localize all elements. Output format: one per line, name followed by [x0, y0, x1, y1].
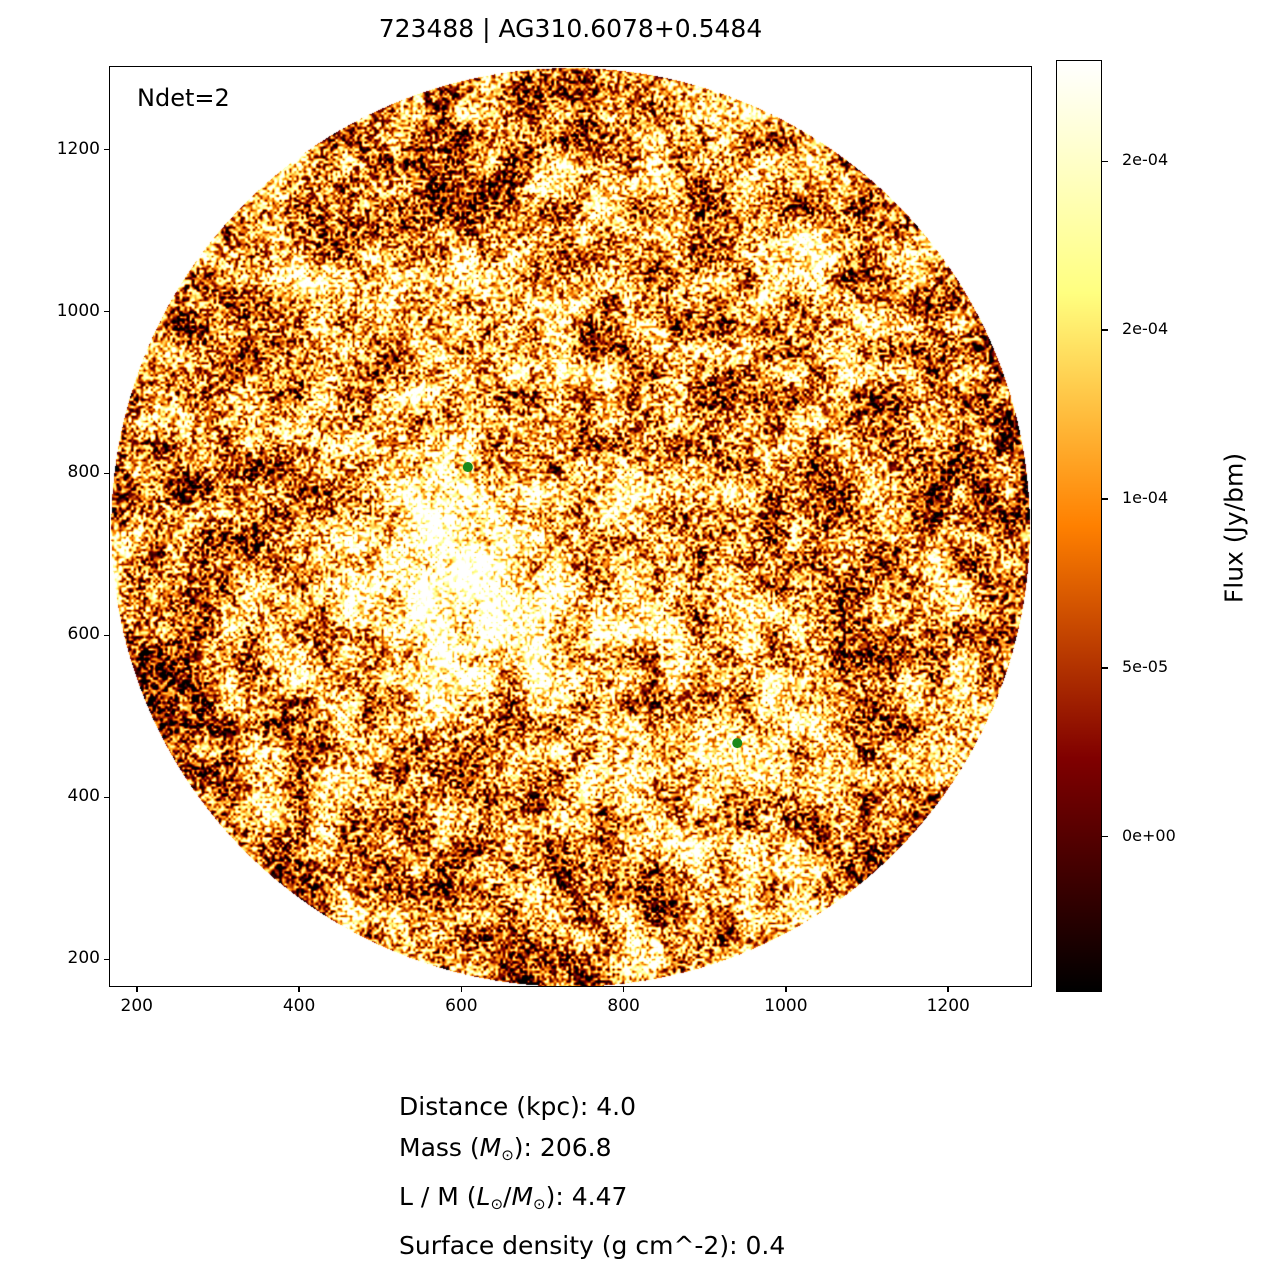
detection-marker	[732, 738, 743, 749]
x-tick	[947, 986, 949, 992]
colorbar-label: Flux (Jy/bm)	[1219, 452, 1249, 604]
colorbar-tick-label: 5e-05	[1122, 656, 1169, 676]
y-tick	[104, 310, 110, 313]
x-tick-label: 800	[607, 996, 640, 1016]
y-tick	[104, 634, 110, 637]
x-tick-label: 400	[282, 996, 316, 1016]
y-tick-label: 600	[67, 624, 100, 645]
x-tick-label: 200	[120, 996, 153, 1016]
colorbar-tick-label: 2e-04	[1122, 150, 1169, 170]
sun-symbol: ⊙	[501, 1146, 514, 1164]
colorbar-tick	[1102, 667, 1108, 669]
colorbar	[1056, 60, 1102, 992]
y-tick	[104, 796, 110, 799]
x-tick-label: 1000	[764, 996, 808, 1016]
y-tick-label: 400	[67, 786, 100, 807]
y-tick-label: 800	[67, 462, 100, 483]
colorbar-tick	[1102, 498, 1108, 500]
x-tick	[622, 986, 625, 992]
x-tick	[785, 986, 787, 992]
distance-line: Distance (kpc): 4.0	[399, 1092, 636, 1121]
lm-line: L / M (L⊙/M⊙): 4.47	[399, 1176, 785, 1225]
lum-symbol: L	[476, 1182, 491, 1211]
mass-symbol: M	[479, 1133, 502, 1162]
mass-symbol: M	[511, 1182, 534, 1211]
colorbar-tick	[1102, 329, 1108, 331]
y-tick-label: 200	[67, 948, 100, 969]
y-tick	[104, 958, 110, 961]
y-tick-label: 1000	[56, 300, 100, 321]
mass-value: ): 206.8	[513, 1133, 612, 1162]
detection-marker	[462, 461, 473, 472]
chart-title: 723488 | AG310.6078+0.5484	[378, 14, 763, 43]
lm-value: ): 4.47	[545, 1182, 628, 1211]
detections-layer	[462, 461, 743, 749]
x-tick	[298, 986, 300, 992]
colorbar-tick	[1102, 160, 1108, 163]
sun-symbol: ⊙	[490, 1195, 504, 1213]
sun-symbol: ⊙	[533, 1195, 546, 1213]
mass-prefix: Mass (	[399, 1133, 480, 1162]
ndet-annotation: Ndet=2	[137, 84, 230, 112]
info-text: Distance (kpc): 4.0 Mass (M⊙): 206.8 L /…	[399, 1086, 785, 1266]
lm-prefix: L / M (	[399, 1182, 477, 1211]
image-axes	[110, 67, 1031, 986]
colorbar-tick-label: 2e-04	[1122, 319, 1169, 339]
x-tick-label: 1200	[926, 996, 970, 1016]
y-tick	[104, 472, 110, 475]
colorbar-tick	[1102, 835, 1108, 838]
mass-line: Mass (M⊙): 206.8	[399, 1127, 785, 1176]
lm-separator: /	[503, 1182, 512, 1211]
y-tick	[104, 148, 110, 151]
x-tick-label: 600	[445, 996, 478, 1016]
colorbar-tick-label: 0e+00	[1122, 825, 1176, 845]
x-tick	[460, 986, 463, 992]
x-tick	[136, 986, 138, 992]
colorbar-tick-label: 1e-04	[1122, 487, 1169, 507]
surface-density-line: Surface density (g cm^-2): 0.4	[399, 1231, 786, 1260]
flux-image	[110, 67, 1031, 986]
y-tick-label: 1200	[56, 138, 100, 159]
